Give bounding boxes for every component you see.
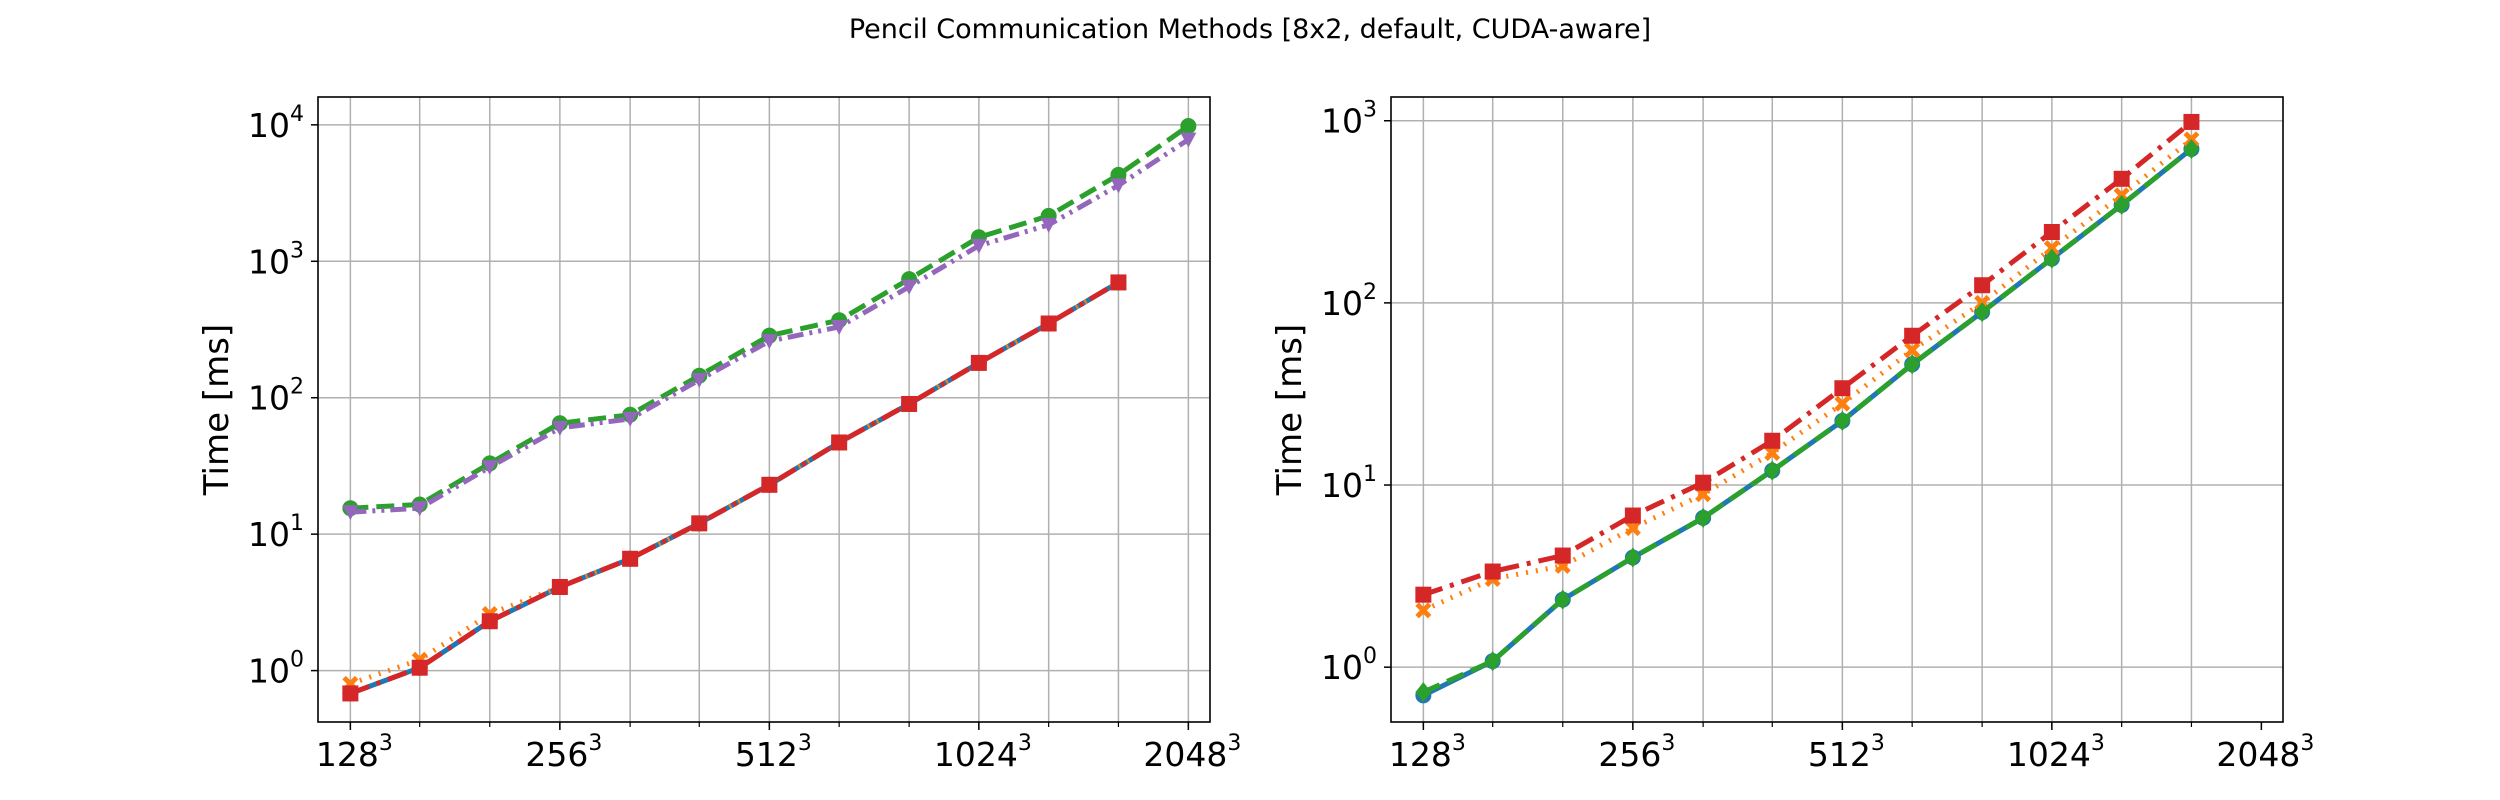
series-line	[1422, 119, 2194, 598]
data-point	[1180, 118, 1197, 135]
y-tick-label: 102	[248, 375, 304, 418]
x-tick-label: 5123	[1808, 731, 1885, 774]
data-point	[1415, 602, 1432, 619]
data-point	[2183, 138, 2200, 159]
data-point	[1904, 342, 1921, 359]
y-axis-label: Time [ms]	[197, 324, 237, 496]
data-point	[1484, 651, 1501, 672]
data-point	[622, 550, 639, 567]
data-point	[2113, 194, 2130, 215]
x-tick-label: 10243	[2007, 731, 2105, 774]
series-line	[1422, 147, 2194, 695]
series-line	[349, 280, 1120, 696]
data-point	[970, 238, 987, 254]
data-point	[761, 476, 778, 493]
data-point	[1904, 354, 1921, 375]
series-line	[349, 280, 1120, 696]
left-panel: 100 101 102 103 104 1283 2563 5123 10243 20483 Tim…	[197, 96, 1241, 774]
data-point	[1974, 277, 1991, 294]
data-point	[2183, 113, 2200, 130]
data-point	[1624, 547, 1641, 568]
data-point	[1554, 589, 1571, 610]
data-point	[551, 420, 568, 436]
y-tick-label: 102	[1321, 280, 1377, 323]
x-tick-label: 5123	[735, 731, 812, 774]
data-point	[831, 319, 848, 335]
x-tick-label: 1283	[316, 731, 393, 774]
data-point	[1484, 563, 1501, 580]
data-point	[901, 395, 918, 412]
x-tick-label: 20483	[1143, 731, 1241, 774]
x-tick-label: 1283	[1389, 731, 1466, 774]
x-tick-label: 2563	[1598, 731, 1675, 774]
y-tick-label: 103	[1321, 98, 1377, 141]
x-tick-label: 2563	[525, 731, 602, 774]
y-tick-label: 101	[248, 511, 304, 554]
data-point	[481, 460, 498, 476]
right-panel: 100 101 102 103 1283 2563 5123 10243 20483 Time […	[1270, 96, 2314, 774]
plot-frame	[317, 96, 1211, 723]
data-point	[481, 613, 498, 630]
x-tick-label: 20483	[2216, 731, 2314, 774]
data-point	[1040, 315, 1057, 332]
data-point	[1834, 410, 1851, 431]
data-point	[1834, 395, 1851, 412]
data-point	[1695, 474, 1712, 491]
y-tick-label: 100	[1321, 644, 1377, 687]
plot-frame	[1390, 96, 2284, 723]
data-point	[1904, 327, 1921, 344]
page-title: Pencil Communication Methods [8x2, defau…	[848, 14, 1652, 45]
data-point	[1180, 132, 1197, 148]
y-axis-label: Time [ms]	[1270, 324, 1310, 496]
data-point	[831, 434, 848, 451]
data-point	[901, 279, 918, 295]
series-line	[1422, 147, 2194, 698]
data-point	[1554, 547, 1571, 564]
y-tick-label: 100	[248, 648, 304, 691]
data-point	[1764, 432, 1781, 449]
data-point	[1415, 682, 1432, 703]
data-point	[1624, 507, 1641, 524]
data-point	[2113, 170, 2130, 187]
data-point	[622, 411, 639, 427]
data-point	[342, 505, 359, 521]
data-point	[1110, 178, 1127, 194]
data-point	[551, 578, 568, 595]
data-point	[1110, 274, 1127, 291]
data-point	[1624, 520, 1641, 537]
y-tick-label: 104	[248, 102, 304, 145]
y-tick-label: 103	[248, 238, 304, 281]
data-point	[342, 685, 359, 702]
data-point	[691, 372, 708, 388]
data-point	[970, 354, 987, 371]
y-tick-label: 101	[1321, 462, 1377, 505]
data-point	[1040, 217, 1057, 233]
data-point	[691, 515, 708, 532]
data-point	[1834, 380, 1851, 397]
series-line	[1422, 137, 2193, 613]
data-point	[1764, 444, 1781, 461]
data-point	[411, 501, 428, 517]
data-point	[411, 659, 428, 676]
data-point	[761, 334, 778, 350]
x-tick-label: 10243	[934, 731, 1032, 774]
data-point	[1974, 302, 1991, 323]
data-point	[2043, 248, 2060, 269]
data-point	[1695, 507, 1712, 528]
data-point	[1764, 460, 1781, 481]
data-point	[2043, 240, 2060, 257]
data-point	[1415, 586, 1432, 603]
data-point	[2043, 223, 2060, 240]
